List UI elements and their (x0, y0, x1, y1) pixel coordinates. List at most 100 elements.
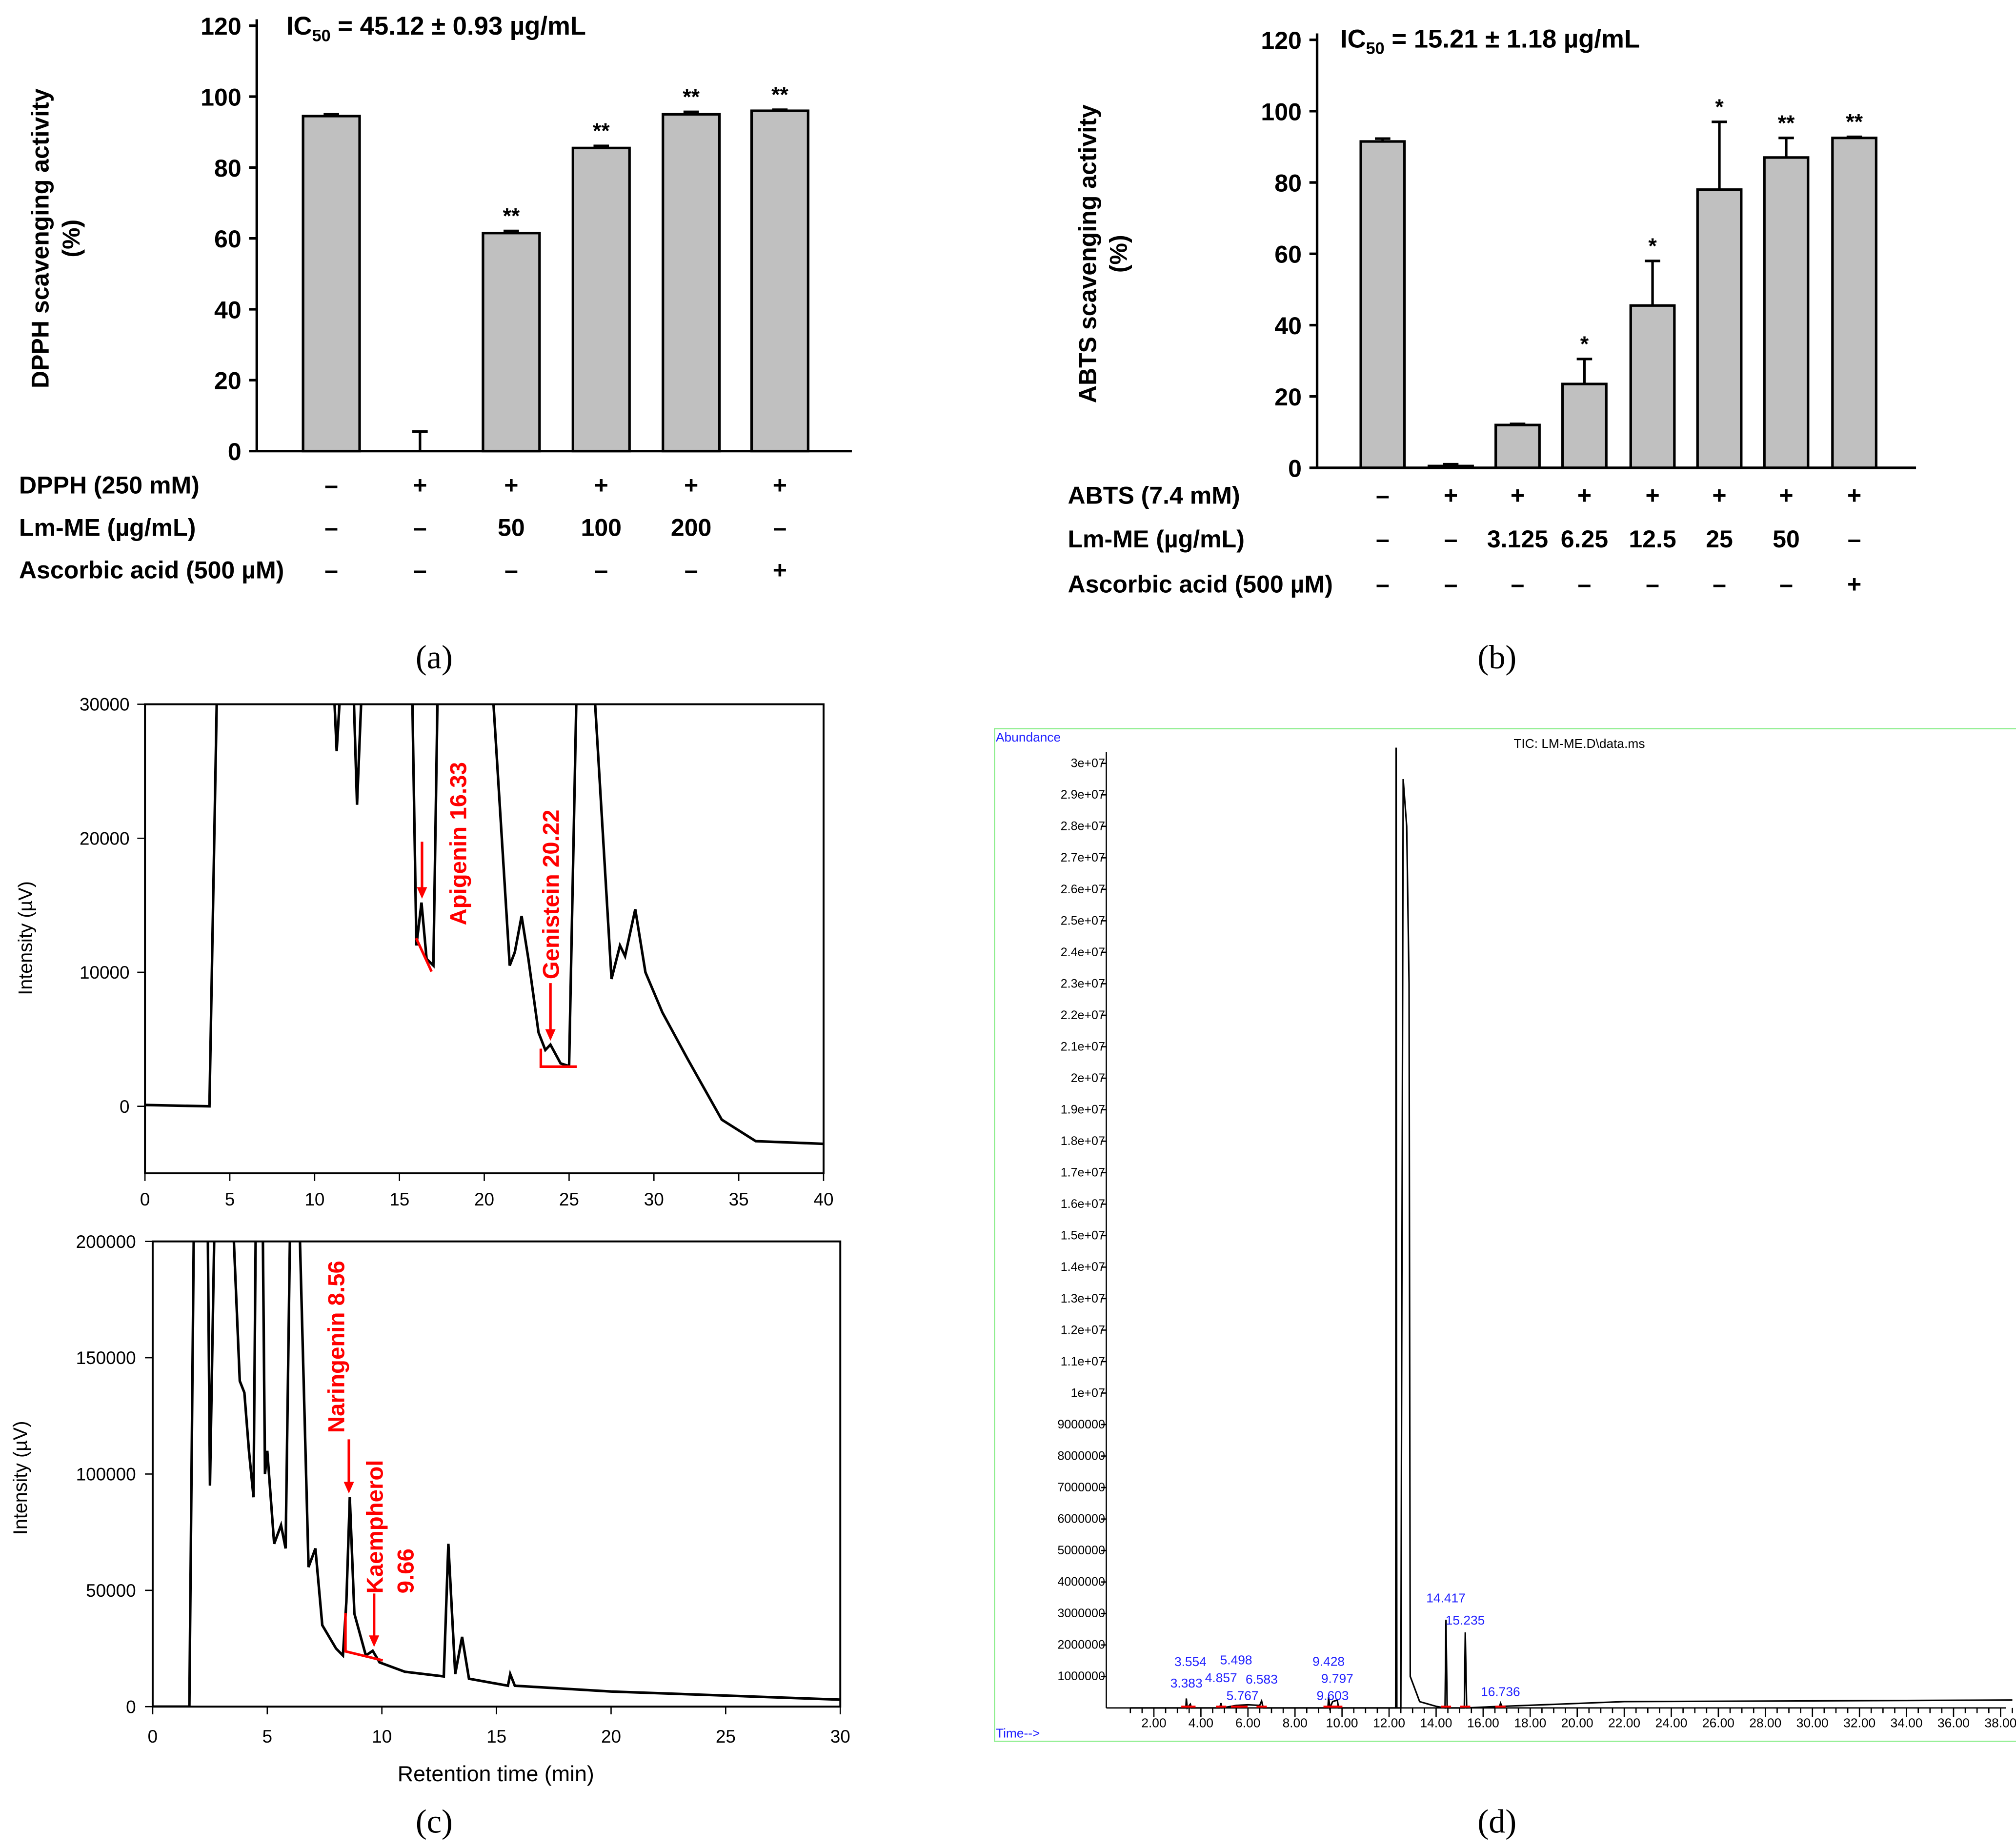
x-axis-label: Retention time (min) (398, 1762, 594, 1786)
peak-label: 4.857 (1205, 1670, 1237, 1685)
significance-marker: ** (683, 84, 700, 109)
significance-marker: * (1648, 234, 1657, 258)
significance-marker: ** (593, 119, 610, 143)
arrowhead-genistein (545, 1029, 556, 1041)
x-tick-label: 15 (389, 1189, 409, 1209)
y-tick-label: 20000 (80, 828, 130, 848)
y-axis-label: Abundance (996, 730, 1061, 744)
condition-value: – (324, 514, 338, 541)
y-tick-label: 2.9e+07 (1061, 788, 1105, 802)
y-tick-label: 1.1e+07 (1061, 1355, 1105, 1368)
peak-label: 16.736 (1481, 1684, 1520, 1699)
significance-marker: ** (1846, 110, 1863, 134)
bar (1629, 304, 1676, 469)
x-tick-label: 25 (716, 1727, 736, 1747)
ic50-value: = 15.21 ± 1.18 µg/mL (1385, 24, 1640, 53)
bar (1359, 140, 1406, 469)
x-tick-label: 10.00 (1326, 1715, 1358, 1730)
y-tick-label: 2.5e+07 (1061, 914, 1105, 927)
ic50-prefix: IC (286, 12, 312, 40)
peak-label: 9.603 (1317, 1688, 1349, 1703)
condition-value: 200 (671, 514, 712, 541)
bar (662, 113, 721, 453)
y-tick-label: 80 (214, 155, 242, 182)
peak-label: 5.498 (1220, 1653, 1252, 1667)
bar (482, 232, 541, 453)
condition-value: – (413, 514, 427, 541)
condition-value: – (1376, 570, 1390, 598)
condition-value: 12.5 (1629, 525, 1676, 553)
y-tick-label: 20 (214, 367, 242, 395)
x-tick-label: 10 (304, 1189, 324, 1209)
condition-value: + (1847, 482, 1861, 509)
y-tick-label: 0 (1288, 455, 1302, 482)
x-tick-label: 8.00 (1283, 1715, 1308, 1730)
y-tick-label: 30000 (80, 695, 130, 715)
panel-label-c: (c) (416, 1803, 453, 1840)
annotation-kaempherol-name: Kaempherol (362, 1460, 388, 1593)
condition-value: – (773, 514, 787, 541)
y-tick-label: 40 (214, 296, 242, 323)
x-tick-label: 30 (644, 1189, 664, 1209)
condition-value: – (1848, 525, 1861, 553)
chart-title: TIC: LM-ME.D\data.ms (1513, 736, 1645, 751)
panel-b-abts-chart: 0 20 40 60 80 100 120 ABTS scavenging activity(… (1068, 24, 1916, 598)
condition-row-label: DPPH (250 mM) (19, 472, 200, 499)
y-tick-label: 2.3e+07 (1061, 977, 1105, 990)
x-tick-label: 30.00 (1796, 1715, 1829, 1730)
y-tick-label: 0 (120, 1097, 130, 1117)
condition-value: 50 (498, 514, 525, 541)
condition-row-label: Lm-ME (µg/mL) (19, 514, 196, 541)
x-tick-label: 24.00 (1655, 1715, 1688, 1730)
x-tick-label: 32.00 (1843, 1715, 1875, 1730)
condition-value: + (1511, 482, 1525, 509)
peak-label: 3.383 (1170, 1676, 1203, 1690)
x-axis-label: Time--> (996, 1726, 1040, 1740)
significance-marker: ** (503, 204, 520, 228)
condition-value: 100 (581, 514, 622, 541)
y-tick-label: 1.7e+07 (1061, 1166, 1105, 1180)
bar (1494, 423, 1541, 469)
condition-value: – (1511, 570, 1525, 598)
condition-value: 50 (1773, 525, 1800, 553)
y-tick-label: 1.9e+07 (1061, 1103, 1105, 1117)
x-tick-label: 35 (729, 1189, 749, 1209)
panel-label-b: (b) (1477, 639, 1516, 676)
x-tick-label: 18.00 (1514, 1715, 1546, 1730)
y-tick-label: 2.4e+07 (1061, 945, 1105, 959)
y-tick-label: 120 (1261, 27, 1302, 54)
condition-value: 3.125 (1487, 525, 1548, 553)
y-axis-label-line1: ABTS scavenging activity (1074, 104, 1101, 403)
y-tick-label: 0 (228, 438, 242, 465)
panel-a-dpph-chart: 0 20 40 60 80 100 120 DPPH scavenging activity(… (19, 12, 852, 583)
y-tick-label: 2.2e+07 (1061, 1008, 1105, 1022)
significance-marker: * (1715, 95, 1724, 119)
y-tick-label: 1.8e+07 (1061, 1134, 1105, 1148)
y-tick-label: 100 (201, 83, 242, 111)
peak-label: 3.554 (1174, 1654, 1207, 1669)
bar (1763, 156, 1810, 469)
condition-value: + (1847, 570, 1861, 598)
panel-d-gcms-tic: Abundance Time--> TIC: LM-ME.D\data.ms 1000… (994, 728, 2016, 1742)
condition-value: – (1713, 570, 1726, 598)
ic50-subscript: 50 (1366, 40, 1385, 58)
y-tick-label: 2.7e+07 (1061, 851, 1105, 864)
y-tick-label: 9000000 (1057, 1418, 1105, 1431)
y-axis-label-line2: (%) (58, 220, 85, 258)
ic50-prefix: IC (1340, 24, 1366, 53)
y-tick-label: 1.3e+07 (1061, 1292, 1105, 1306)
y-tick-label: 60 (1274, 241, 1302, 268)
x-tick-label: 26.00 (1702, 1715, 1734, 1730)
y-tick-label: 80 (1274, 169, 1302, 197)
condition-row-label: Lm-ME (µg/mL) (1068, 525, 1244, 553)
x-tick-label: 6.00 (1235, 1715, 1260, 1730)
peak-label: 9.797 (1321, 1671, 1353, 1686)
bar (1561, 382, 1608, 469)
y-tick-label: 5000000 (1057, 1544, 1105, 1557)
baseline-kaempherol (344, 1612, 383, 1662)
chromatogram-trace (145, 704, 824, 1145)
condition-value: – (1646, 570, 1659, 598)
y-tick-label: 6000000 (1057, 1512, 1105, 1526)
y-tick-label: 2.8e+07 (1061, 820, 1105, 833)
